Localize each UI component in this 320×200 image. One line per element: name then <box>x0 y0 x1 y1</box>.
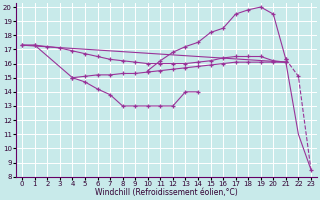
X-axis label: Windchill (Refroidissement éolien,°C): Windchill (Refroidissement éolien,°C) <box>95 188 238 197</box>
